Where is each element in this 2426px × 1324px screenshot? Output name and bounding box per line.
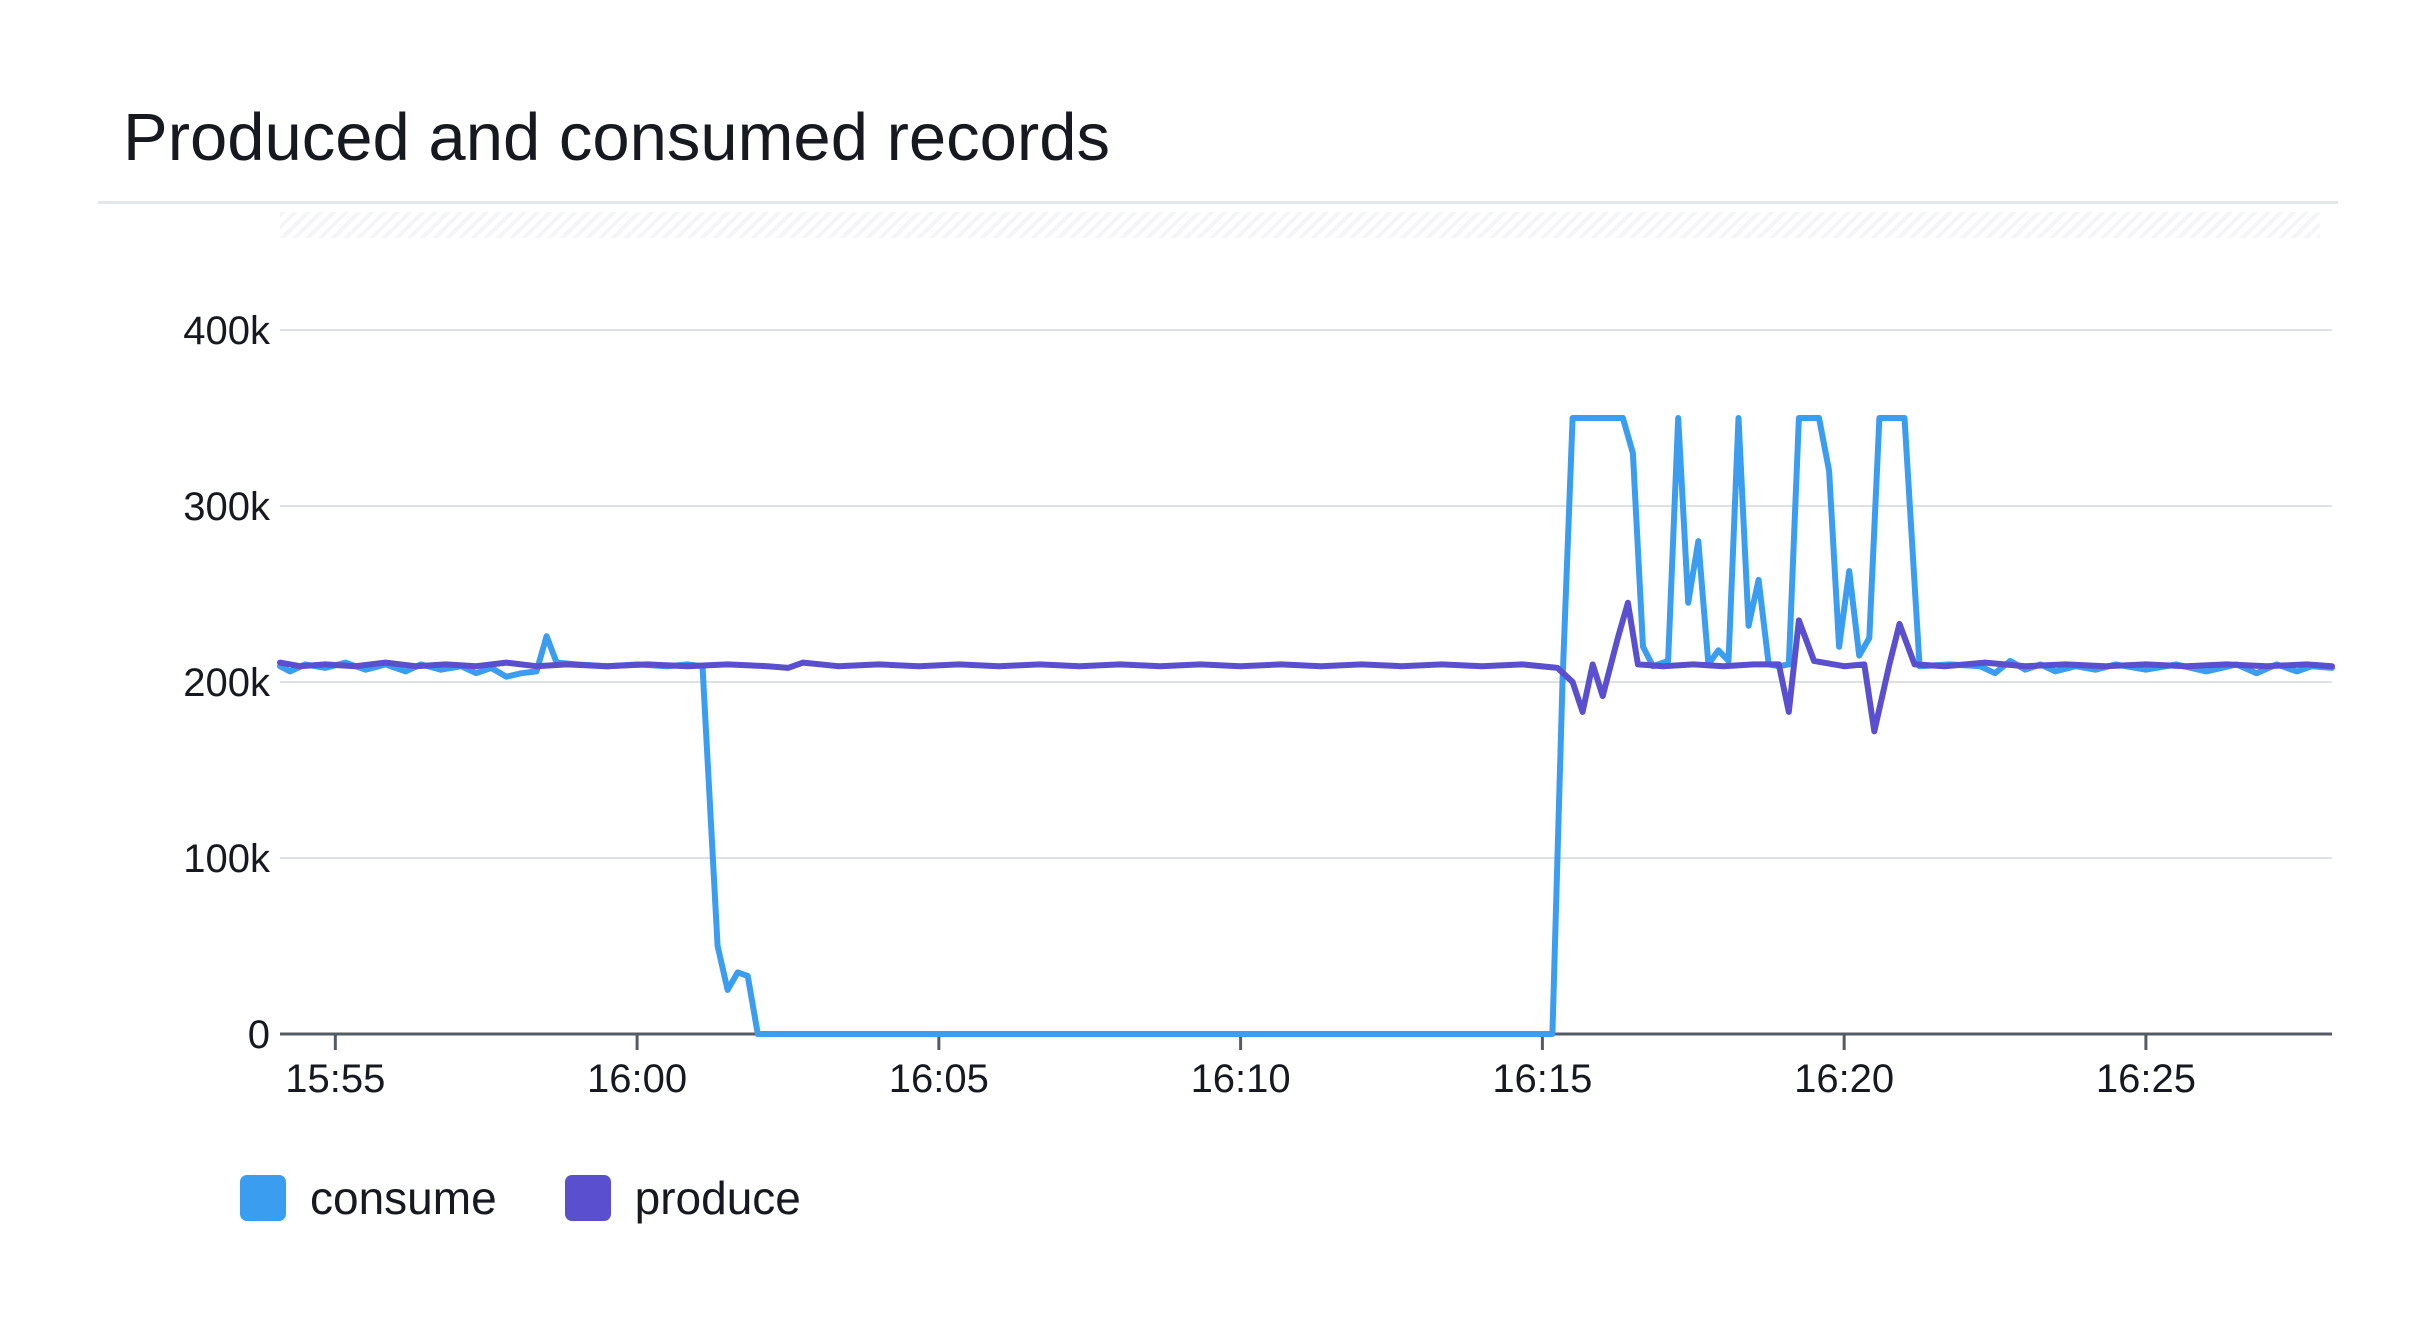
- legend-label: produce: [634, 1172, 801, 1224]
- legend-swatch-consume: [240, 1175, 286, 1221]
- x-tick-label: 16:20: [1794, 1057, 1894, 1101]
- loading-stripe-band: [280, 212, 2320, 238]
- header-divider: [98, 201, 2338, 204]
- legend-item-consume[interactable]: consume: [240, 1170, 497, 1226]
- series-lines: [277, 415, 2335, 1037]
- x-tick-label: 16:15: [1492, 1057, 1592, 1101]
- x-tick-label: 16:00: [587, 1057, 687, 1101]
- series-line-produce[interactable]: [277, 599, 2335, 735]
- y-tick-label: 200k: [183, 661, 271, 705]
- x-tick-label: 16:25: [2096, 1057, 2196, 1101]
- y-tick-label: 400k: [183, 309, 271, 353]
- x-axis-labels: 15:55 16:00 16:05 16:10 16:15 16:20 16:25: [285, 1057, 2196, 1101]
- series-line-consume[interactable]: [277, 415, 2335, 1037]
- legend-item-produce[interactable]: produce: [564, 1170, 801, 1226]
- legend-label: consume: [310, 1172, 497, 1224]
- y-tick-label: 100k: [183, 837, 271, 881]
- line-chart: 0 100k 200k 300k 400k 15:55 16:00 16:05 16:10 16…: [183, 309, 2335, 1101]
- grid-lines: [280, 329, 2332, 859]
- widget-title: Produced and consumed records: [123, 100, 1110, 175]
- x-tick-label: 16:10: [1191, 1057, 1291, 1101]
- y-tick-label: 0: [248, 1013, 270, 1057]
- y-tick-label: 300k: [183, 485, 271, 529]
- legend-swatch-produce: [564, 1175, 611, 1221]
- x-tick-label: 15:55: [285, 1057, 385, 1101]
- legend: consume produce: [240, 1170, 801, 1226]
- y-axis-labels: 0 100k 200k 300k 400k: [183, 309, 271, 1057]
- x-tick-label: 16:05: [889, 1057, 989, 1101]
